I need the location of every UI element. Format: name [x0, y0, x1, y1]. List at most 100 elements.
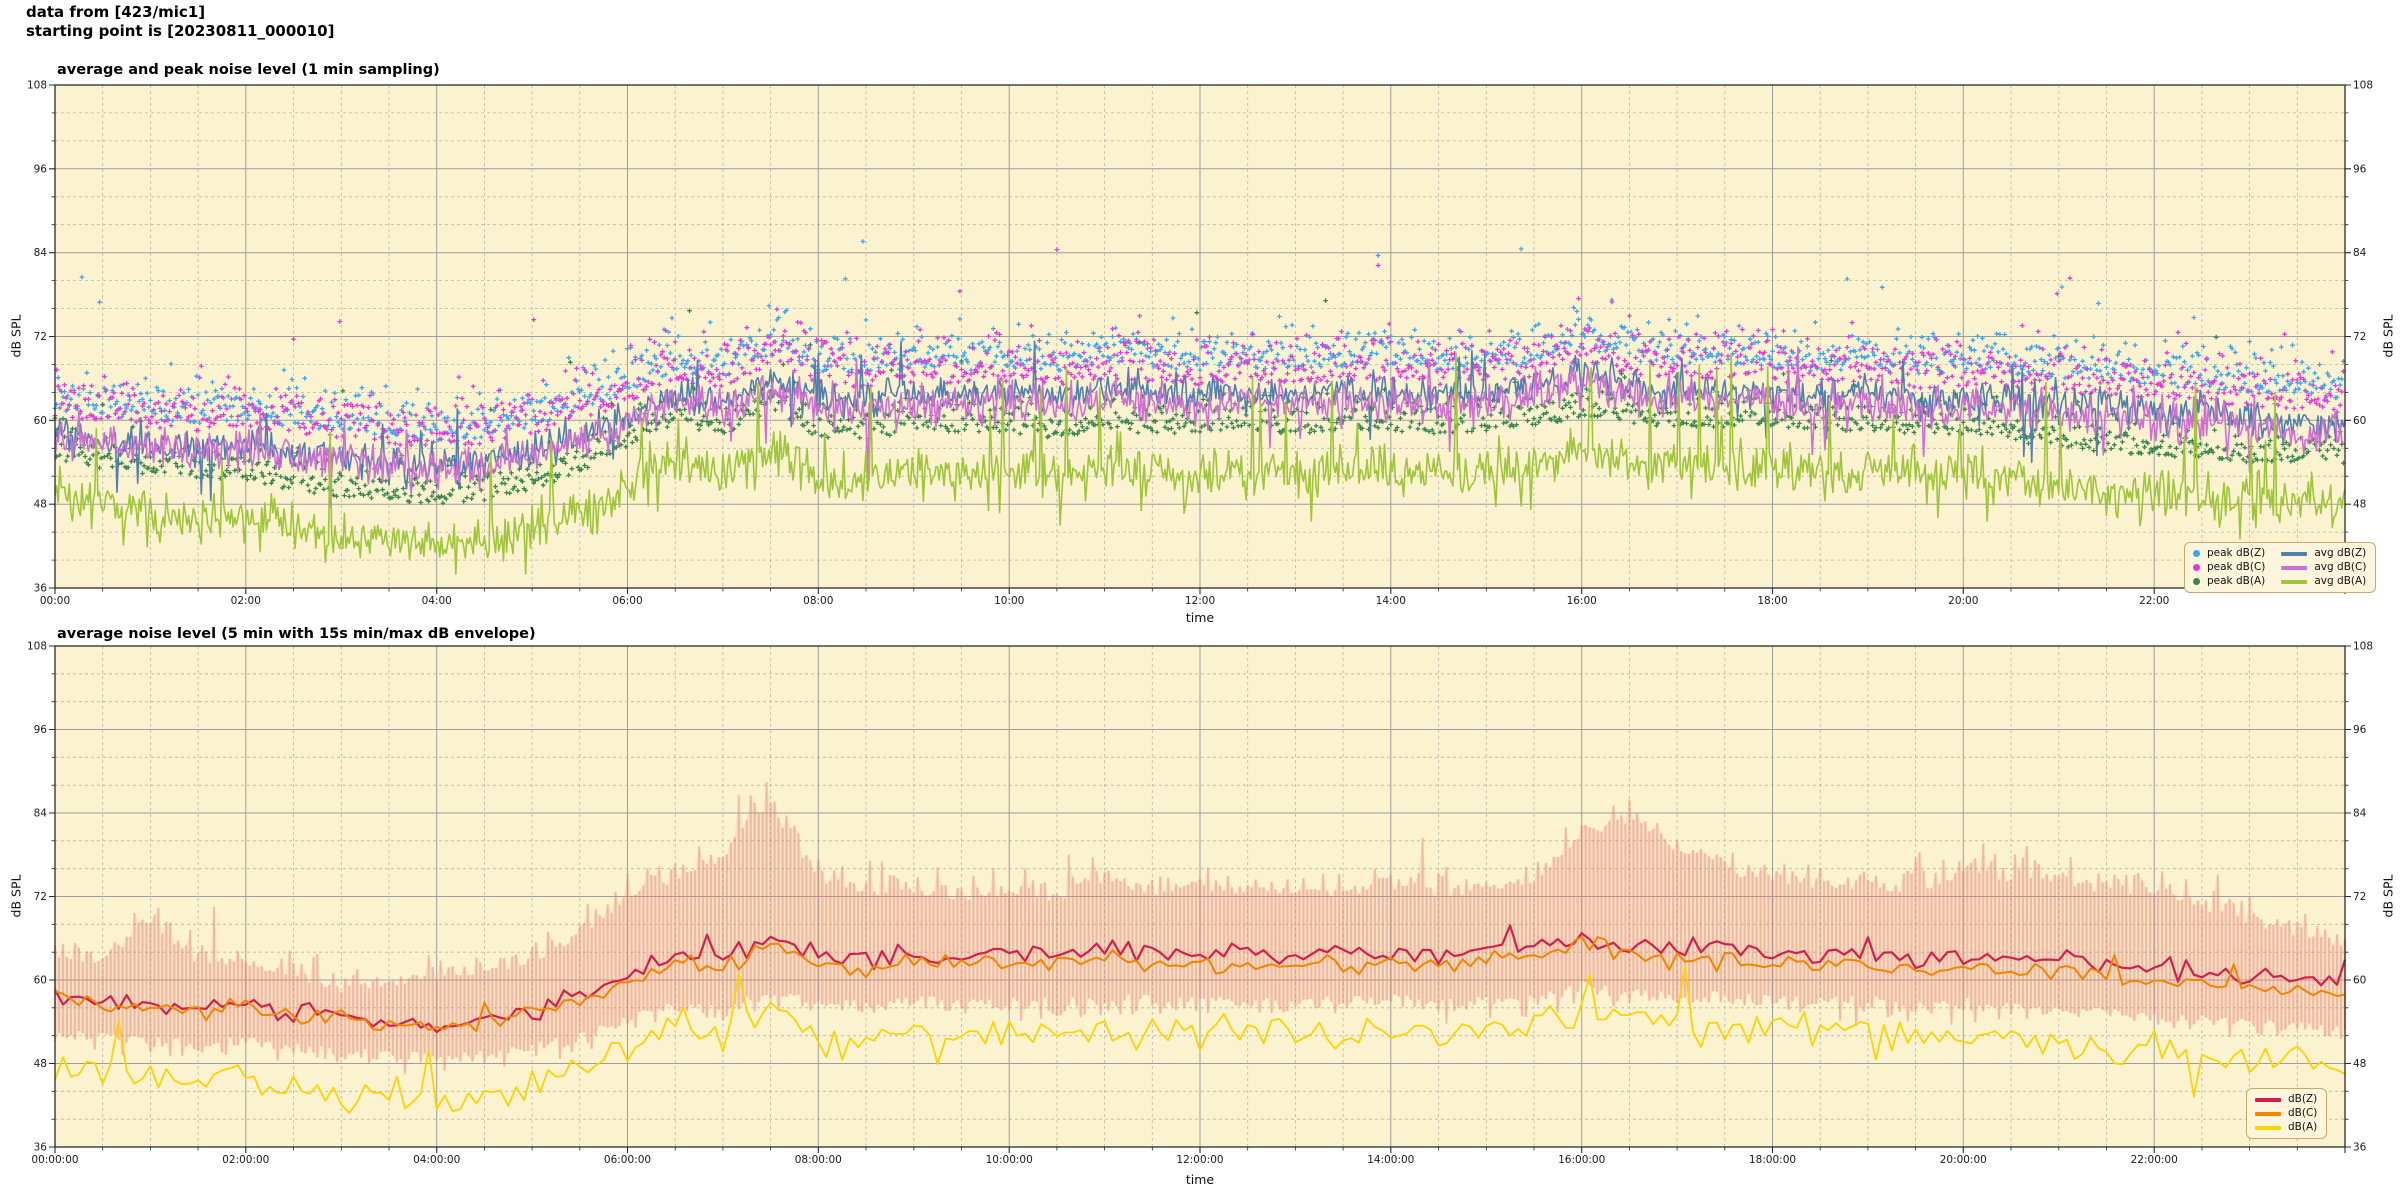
dot-marker-icon	[2193, 550, 2200, 557]
plot-area-bottom: 00:00:00 02:00:00 04:00:00 06:00:00 08:00:00…	[27, 641, 2373, 1167]
x-tick-label: 22:00:00	[2131, 1154, 2178, 1166]
x-axis-label: time	[1185, 610, 1215, 625]
chart-average-envelope: 00:00:00 02:00:00 04:00:00 06:00:00 08:00:00…	[0, 600, 2400, 1200]
y-axis-label-left: dB SPL	[8, 314, 24, 358]
ticks-major	[49, 645, 2351, 1153]
y-axis-label-right: dB SPL	[2380, 314, 2396, 358]
y-tick-label-right: 48	[2353, 1058, 2366, 1070]
line-db-a-	[54, 964, 2346, 1114]
x-tick-label: 08:00:00	[795, 1154, 842, 1166]
x-tick-label: 18:00:00	[1749, 1154, 1796, 1166]
header-line-source: data from [423/mic1]	[26, 3, 206, 21]
grid-major	[55, 646, 2345, 1147]
legend-label: avg dB(Z)	[2314, 547, 2367, 559]
legend-label: avg dB(C)	[2314, 561, 2367, 573]
y-tick-label-left: 60	[34, 975, 47, 987]
legend-entry: avg dB(A)	[2281, 575, 2366, 588]
line-marker-icon	[2255, 1097, 2281, 1102]
x-axis-label: time	[1185, 1172, 1215, 1187]
legend-entry: dB(C)	[2255, 1107, 2317, 1120]
line-marker-icon	[2255, 1111, 2281, 1116]
y-tick-label-left: 108	[27, 80, 47, 92]
y-tick-label-left: 72	[34, 891, 47, 903]
y-tick-label-right: 36	[2353, 1142, 2367, 1154]
x-tick-label: 12:00:00	[1176, 1154, 1223, 1166]
legend-label: dB(A)	[2288, 1121, 2318, 1133]
line-marker-icon	[2281, 565, 2308, 570]
x-tick-label: 16:00:00	[1558, 1154, 1605, 1166]
y-tick-label-left: 72	[34, 331, 47, 343]
x-tick-label: 14:00	[1376, 595, 1406, 607]
y-tick-label-left: 48	[34, 1058, 47, 1070]
line-marker-icon	[2255, 1125, 2281, 1130]
line-avg-db-c-	[54, 346, 2346, 508]
y-tick-label-left: 96	[34, 724, 48, 736]
y-tick-label-right: 72	[2353, 331, 2366, 343]
legend-entry: peak dB(Z)	[2193, 547, 2265, 560]
y-tick-label-left: 84	[34, 247, 48, 259]
y-axis-label-left: dB SPL	[8, 874, 24, 918]
legend-entry: avg dB(C)	[2281, 561, 2366, 574]
y-tick-label-left: 36	[34, 1142, 48, 1154]
legend-label: peak dB(C)	[2207, 561, 2266, 573]
legend-entry: peak dB(C)	[2193, 561, 2265, 574]
chart-title: average and peak noise level (1 min samp…	[57, 62, 440, 78]
x-tick-label: 00:00:00	[31, 1154, 78, 1166]
y-tick-label-left: 36	[34, 583, 48, 595]
legend-column: avg dB(Z) avg dB(C) avg dB(A)	[2281, 547, 2366, 588]
line-db-c-	[54, 935, 2346, 1033]
legend-top-chart: peak dB(Z) peak dB(C) peak dB(A) avg dB(Z) a…	[2184, 542, 2377, 593]
legend-column: peak dB(Z) peak dB(C) peak dB(A)	[2193, 547, 2265, 588]
line-avg-db-a-	[54, 352, 2346, 575]
legend-label: peak dB(Z)	[2207, 547, 2266, 559]
legend-entry: peak dB(A)	[2193, 575, 2265, 588]
y-tick-label-right: 108	[2353, 80, 2373, 92]
legend-entry: dB(A)	[2255, 1121, 2317, 1134]
dot-marker-icon	[2193, 564, 2200, 571]
x-tick-label: 10:00	[994, 595, 1024, 607]
x-tick-label: 06:00:00	[604, 1154, 651, 1166]
y-tick-label-right: 60	[2353, 975, 2366, 987]
y-tick-label-right: 96	[2353, 163, 2367, 175]
y-axis-label-right: dB SPL	[2380, 874, 2396, 918]
dot-marker-icon	[2193, 578, 2200, 585]
line-marker-icon	[2281, 551, 2308, 556]
x-tick-label: 16:00	[1567, 595, 1597, 607]
x-tick-label: 08:00	[803, 595, 833, 607]
x-tick-label: 00:00	[40, 595, 70, 607]
line-marker-icon	[2281, 579, 2308, 584]
x-tick-label: 12:00	[1185, 595, 1215, 607]
x-tick-label: 18:00	[1757, 595, 1787, 607]
x-tick-label: 20:00:00	[1940, 1154, 1987, 1166]
figure-header: data from [423/mic1] starting point is […	[26, 3, 334, 41]
x-tick-label: 20:00	[1948, 595, 1978, 607]
x-tick-label: 02:00	[231, 595, 261, 607]
x-tick-label: 02:00:00	[222, 1154, 269, 1166]
y-tick-label-right: 72	[2353, 891, 2366, 903]
y-tick-label-right: 84	[2353, 808, 2367, 820]
y-tick-label-right: 84	[2353, 247, 2367, 259]
y-tick-label-right: 108	[2353, 641, 2373, 653]
chart-title: average noise level (5 min with 15s min/…	[57, 626, 536, 642]
y-tick-label-left: 84	[34, 808, 48, 820]
legend-bottom-chart: dB(Z) dB(C) dB(A)	[2246, 1088, 2328, 1139]
y-tick-label-left: 96	[34, 163, 48, 175]
header-line-start: starting point is [20230811_000010]	[26, 22, 335, 40]
y-tick-label-right: 96	[2353, 724, 2367, 736]
legend-label: peak dB(A)	[2207, 575, 2266, 587]
y-tick-label-left: 48	[34, 499, 47, 511]
ticks-minor	[51, 112, 2349, 592]
x-tick-label: 14:00:00	[1367, 1154, 1414, 1166]
x-tick-label: 04:00	[422, 595, 452, 607]
legend-label: dB(C)	[2288, 1107, 2318, 1119]
legend-entry: dB(Z)	[2255, 1093, 2317, 1106]
legend-label: dB(Z)	[2288, 1093, 2318, 1105]
y-tick-label-left: 108	[27, 641, 47, 653]
legend-column: dB(Z) dB(C) dB(A)	[2255, 1093, 2317, 1134]
y-tick-label-left: 60	[34, 415, 47, 427]
legend-label: avg dB(A)	[2314, 575, 2367, 587]
minmax-envelope-fill	[55, 782, 2345, 1075]
x-tick-label: 06:00	[612, 595, 642, 607]
line-db-z-	[54, 924, 2347, 1034]
